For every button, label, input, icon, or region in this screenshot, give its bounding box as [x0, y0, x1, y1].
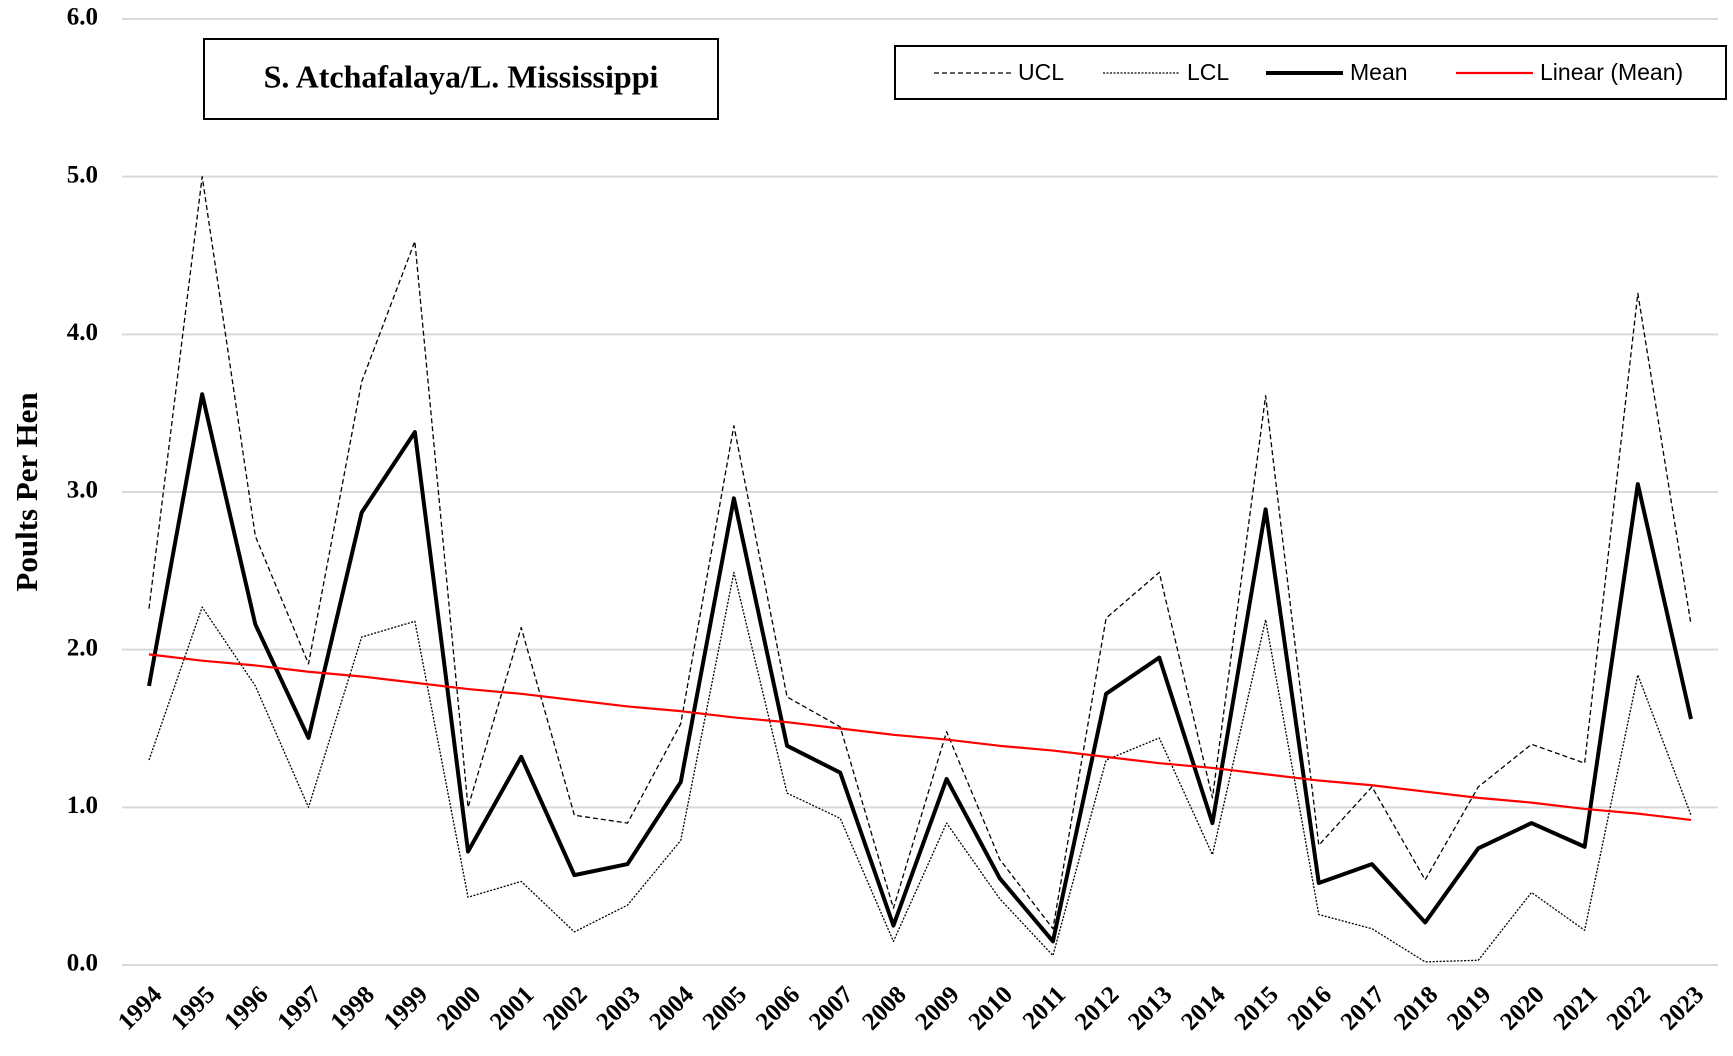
- annotation-box: [203, 38, 719, 120]
- x-tick-label: 1994: [113, 981, 168, 1036]
- x-tick-label: 2019: [1442, 981, 1496, 1035]
- x-tick-label: 1998: [326, 981, 380, 1035]
- legend-label: LCL: [1187, 59, 1229, 85]
- x-tick-label: 2021: [1549, 981, 1603, 1035]
- x-tick-label: 2017: [1336, 981, 1390, 1035]
- x-tick-label: 2015: [1229, 981, 1283, 1035]
- y-tick-label: 3.0: [67, 477, 98, 504]
- x-tick-label: 2001: [485, 981, 539, 1035]
- grid: 0.01.02.03.04.05.06.01994199519961997199…: [67, 4, 1718, 1036]
- x-tick-label: 1999: [379, 981, 433, 1035]
- x-tick-label: 2007: [804, 981, 858, 1035]
- series-line: [147, 392, 1693, 944]
- x-tick-label: 2020: [1495, 981, 1549, 1035]
- plot: [147, 176, 1693, 963]
- x-tick-label: 2012: [1070, 981, 1124, 1035]
- x-tick-label: 1996: [219, 981, 273, 1035]
- y-tick-label: 4.0: [67, 319, 98, 346]
- series-line: [148, 653, 1692, 822]
- x-tick-label: 2011: [1018, 981, 1071, 1034]
- annotation: S. Atchafalaya/L. Mississippi: [264, 58, 659, 94]
- x-tick-label: 1997: [272, 981, 326, 1035]
- y-tick-label: 1.0: [67, 792, 98, 819]
- legend: UCL LCL Mean Linear (Mean): [934, 59, 1683, 85]
- x-tick-label: 2010: [964, 981, 1018, 1035]
- legend-label: UCL: [1018, 59, 1064, 85]
- series-line: [148, 571, 1692, 963]
- legend-label: Mean: [1350, 59, 1408, 85]
- y-tick-label: 2.0: [67, 634, 98, 661]
- y-axis-label: Poults Per Hen: [9, 392, 44, 591]
- x-tick-label: 2006: [751, 981, 805, 1035]
- x-tick-label: 2003: [591, 981, 645, 1035]
- y-tick-label: 5.0: [67, 161, 98, 188]
- x-tick-label: 2000: [432, 981, 486, 1035]
- x-tick-label: 2016: [1283, 981, 1337, 1035]
- y-tick-label: 0.0: [67, 950, 98, 977]
- x-tick-label: 2009: [910, 981, 964, 1035]
- x-tick-label: 2014: [1176, 981, 1231, 1036]
- x-tick-label: 2008: [857, 981, 911, 1035]
- x-tick-label: 2005: [698, 981, 752, 1035]
- x-tick-label: 1995: [166, 981, 220, 1035]
- x-tick-label: 2013: [1123, 981, 1177, 1035]
- x-tick-label: 2018: [1389, 981, 1443, 1035]
- x-tick-label: 2002: [538, 981, 592, 1035]
- x-tick-label: 2004: [645, 981, 700, 1036]
- y-tick-label: 6.0: [67, 4, 98, 31]
- legend-label: Linear (Mean): [1540, 59, 1683, 85]
- x-tick-label: 2023: [1655, 981, 1709, 1035]
- x-tick-label: 2022: [1602, 981, 1656, 1035]
- series-line: [148, 176, 1692, 930]
